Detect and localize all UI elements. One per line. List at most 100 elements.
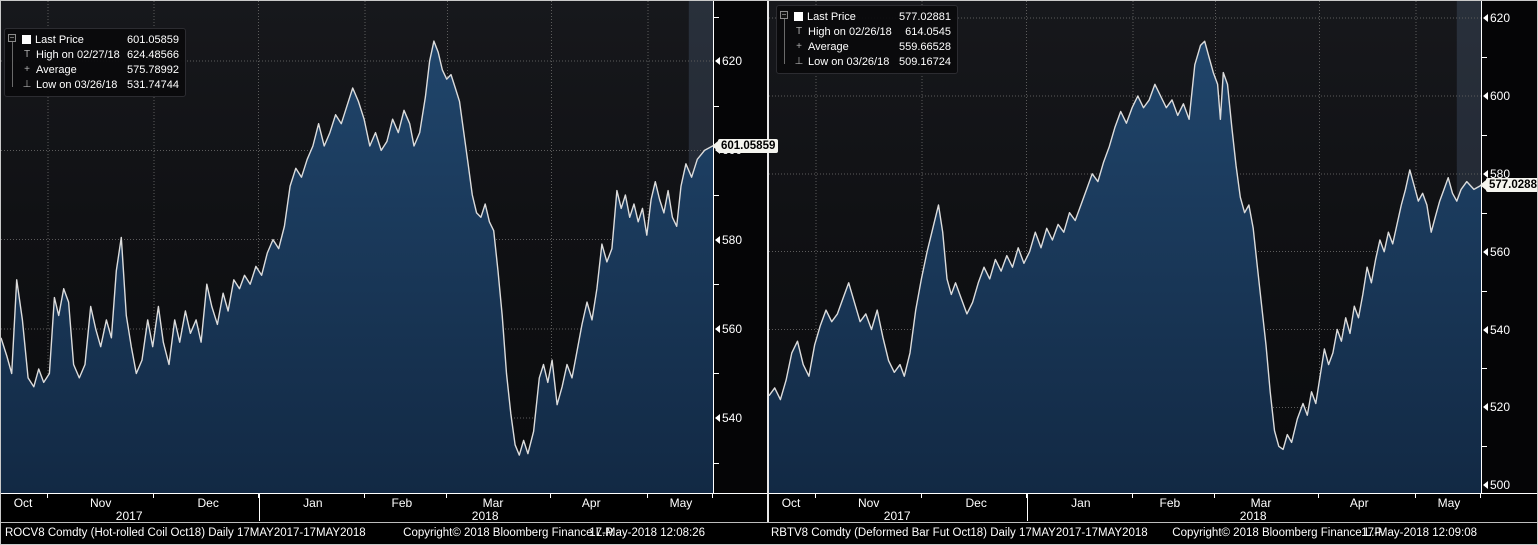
x-month-label: Feb	[1159, 496, 1181, 510]
legend-row-high[interactable]: T High on 02/26/18 614.0545	[781, 24, 951, 39]
x-axis-tick	[1214, 494, 1216, 498]
x-axis-tick	[712, 494, 713, 498]
x-axis: Oct Nov Dec Jan Feb Mar Apr May 2017 2018	[1, 494, 713, 524]
legend-row-low[interactable]: ⊥ Low on 03/26/18 509.16724	[781, 54, 951, 69]
y-tick-label: 560	[715, 322, 742, 336]
x-month-label: Jan	[303, 496, 323, 510]
low-marker-icon: ⊥	[794, 56, 804, 67]
y-tick-label: 560	[1483, 245, 1510, 259]
legend-label: Average	[808, 40, 849, 53]
legend-label: High on 02/26/18	[808, 25, 892, 38]
x-year-label: 2017	[115, 509, 143, 523]
legend-row-last-price[interactable]: Last Price 577.02881	[781, 9, 951, 24]
legend-value: 624.48566	[127, 48, 179, 61]
chart-legend[interactable]: − Last Price 601.05859 T High on 02/27/1…	[4, 28, 186, 97]
footer-left-chart: ROCV8 Comdty (Hot-rolled Coil Oct18) Dai…	[1, 523, 767, 544]
tick-arrow-icon	[715, 414, 720, 423]
y-minor-tick	[714, 284, 719, 285]
y-tick-text: 620	[1490, 11, 1511, 26]
y-tick-label: 580	[715, 233, 742, 247]
chart-panel-hot-rolled-coil: − Last Price 601.05859 T High on 02/27/1…	[1, 1, 779, 524]
price-area-chart	[1, 1, 713, 493]
legend-expand-icon[interactable]: −	[780, 10, 788, 19]
y-tick-text: 620	[722, 54, 743, 69]
tick-arrow-icon	[715, 235, 720, 244]
legend-row-low[interactable]: ⊥ Low on 03/26/18 531.74744	[9, 77, 179, 92]
y-minor-tick	[714, 373, 719, 374]
price-area-chart	[769, 1, 1481, 494]
legend-row-high[interactable]: T High on 02/27/18 624.48566	[9, 47, 179, 62]
y-tick-label: 540	[715, 411, 742, 425]
x-year-label: 2018	[1239, 509, 1267, 523]
year-separator-tick	[258, 494, 260, 521]
chart-panel-deformed-bar: − Last Price 577.02881 T High on 02/26/1…	[767, 1, 1537, 524]
plot-area[interactable]: − Last Price 601.05859 T High on 02/27/1…	[1, 1, 713, 494]
price-area-fill	[1, 41, 713, 493]
last-price-swatch-icon	[794, 12, 803, 21]
x-axis-tick	[46, 494, 48, 498]
y-minor-tick	[1482, 291, 1487, 292]
y-minor-tick	[714, 106, 719, 107]
y-tick-text: 540	[1490, 322, 1511, 337]
y-tick-label: 580	[1483, 167, 1510, 181]
x-month-label: Nov	[90, 496, 112, 510]
last-price-tag[interactable]: 601.05859	[712, 138, 779, 153]
legend-value: 575.78992	[127, 63, 179, 76]
x-axis-tick	[1025, 494, 1027, 498]
x-axis-tick	[814, 494, 816, 498]
x-month-label: Oct	[13, 496, 33, 510]
y-axis: 577.02881 500 520 540 560 580 600 620	[1480, 1, 1537, 494]
price-area-fill	[769, 41, 1481, 494]
x-axis-tick	[1415, 494, 1417, 498]
last-price-tag[interactable]: 577.02881	[1480, 178, 1537, 193]
y-minor-tick	[1482, 213, 1487, 214]
plot-area[interactable]: − Last Price 577.02881 T High on 02/26/1…	[769, 1, 1481, 494]
low-marker-icon: ⊥	[22, 79, 32, 90]
legend-label: Average	[36, 63, 77, 76]
y-minor-tick	[1482, 57, 1487, 58]
chart-title: RBTV8 Comdty (Deformed Bar Fut Oct18) Da…	[771, 527, 1148, 539]
x-axis-tick	[921, 494, 923, 498]
y-tick-label: 500	[1483, 478, 1510, 492]
x-axis-tick	[1318, 494, 1320, 498]
legend-row-last-price[interactable]: Last Price 601.05859	[9, 32, 179, 47]
y-tick-text: 600	[1490, 88, 1511, 103]
legend-label: Last Price	[35, 33, 84, 46]
x-month-label: Dec	[965, 496, 987, 510]
y-tick-text: 540	[722, 411, 743, 426]
y-tick-label: 620	[715, 54, 742, 68]
x-axis-tick	[257, 494, 259, 498]
high-marker-icon: T	[23, 49, 31, 60]
legend-expand-icon[interactable]: −	[8, 33, 16, 42]
legend-row-average[interactable]: + Average 575.78992	[9, 62, 179, 77]
footer-right-chart: RBTV8 Comdty (Deformed Bar Fut Oct18) Da…	[767, 523, 1537, 544]
chart-legend[interactable]: − Last Price 577.02881 T High on 02/26/1…	[776, 5, 958, 74]
y-tick-text: 560	[1490, 244, 1511, 259]
x-month-label: Mar	[482, 496, 504, 510]
x-axis-tick	[446, 494, 448, 498]
legend-label: Low on 03/26/18	[808, 55, 890, 68]
legend-value: 577.02881	[899, 10, 951, 23]
tick-arrow-icon	[1483, 403, 1488, 412]
y-minor-tick	[714, 463, 719, 464]
price-tag-value: 577.02881	[1486, 178, 1537, 193]
y-minor-tick	[714, 17, 719, 18]
legend-row-average[interactable]: + Average 559.66528	[781, 39, 951, 54]
legend-value: 509.16724	[899, 55, 951, 68]
x-month-label: Mar	[1250, 496, 1272, 510]
year-separator-tick	[1026, 494, 1028, 521]
y-tick-label: 540	[1483, 323, 1510, 337]
price-tag-arrow-icon	[1480, 180, 1486, 191]
legend-value: 559.66528	[899, 40, 951, 53]
x-month-label: Nov	[858, 496, 880, 510]
legend-tree-line	[12, 42, 13, 87]
legend-label: Low on 03/26/18	[36, 78, 118, 91]
x-year-label: 2017	[883, 509, 911, 523]
y-tick-label: 600	[1483, 89, 1510, 103]
x-month-label: Oct	[781, 496, 801, 510]
y-tick-text: 560	[722, 321, 743, 336]
tick-arrow-icon	[1483, 247, 1488, 256]
x-month-label: Jan	[1071, 496, 1091, 510]
